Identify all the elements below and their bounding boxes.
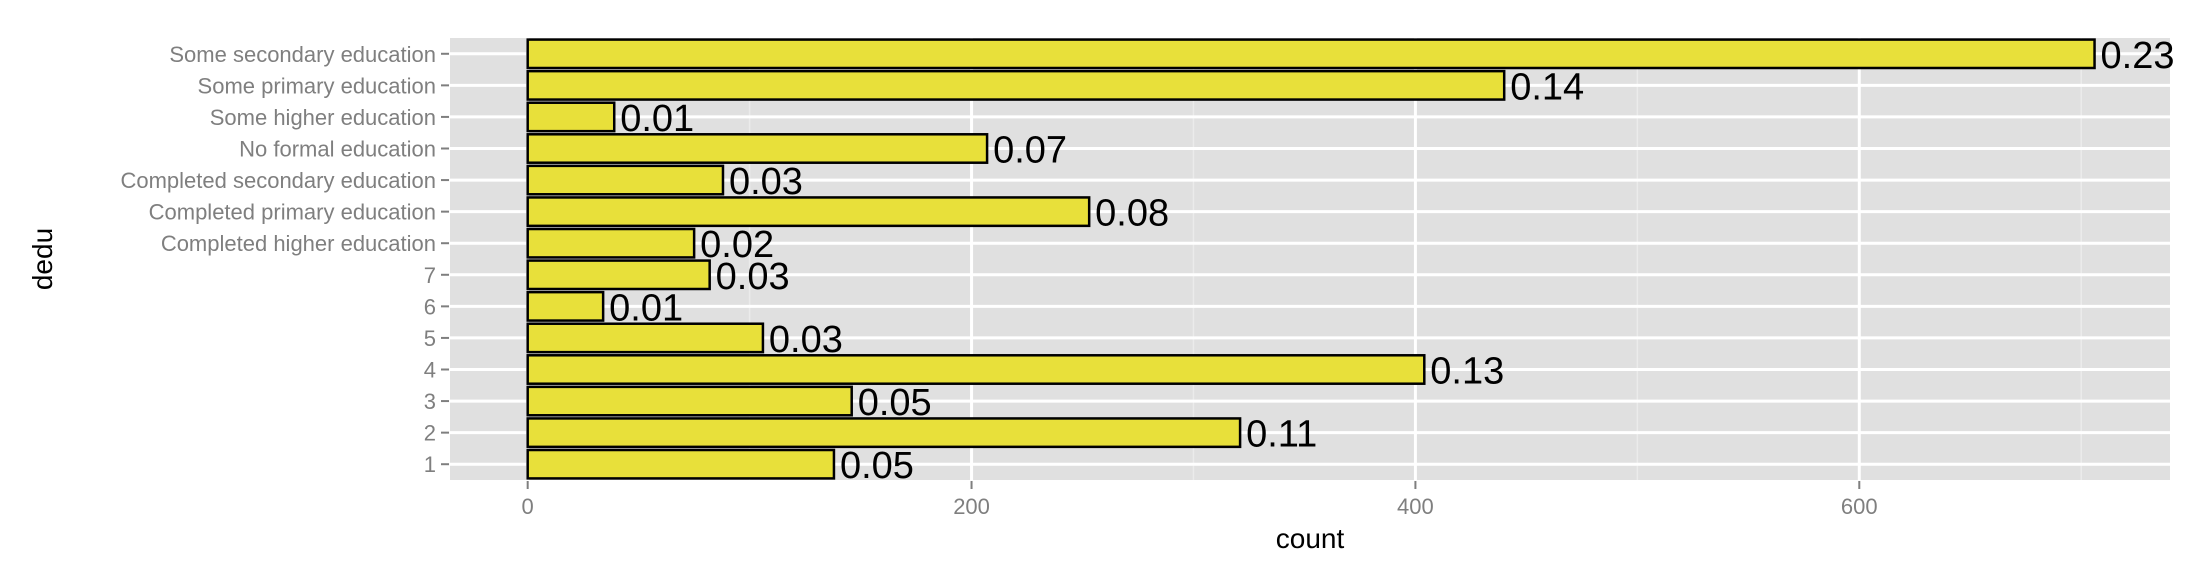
bar-data-label: 0.08 <box>1095 193 1169 235</box>
bar-data-label: 0.07 <box>993 130 1067 172</box>
bar <box>526 133 989 164</box>
bar-data-label: 0.23 <box>2101 35 2175 77</box>
bar <box>526 354 1426 385</box>
x-tick-label: 600 <box>1841 494 1878 519</box>
y-tick-label: 7 <box>424 263 436 288</box>
bar <box>526 196 1091 228</box>
x-tick-label: 200 <box>953 494 990 519</box>
y-tick-label: 1 <box>424 452 436 477</box>
bar-data-label: 0.05 <box>840 445 914 487</box>
bar-data-label: 0.14 <box>1510 66 1584 108</box>
bar <box>526 290 605 322</box>
bar-data-label: 0.03 <box>769 319 843 361</box>
y-tick-label: Completed higher education <box>161 231 436 256</box>
bar-data-label: 0.01 <box>609 287 683 329</box>
bar-data-label: 0.02 <box>700 224 774 266</box>
bar <box>526 448 836 480</box>
bar <box>526 101 616 133</box>
bar <box>526 259 711 291</box>
y-tick-label: Completed primary education <box>149 200 436 225</box>
bar-data-label: 0.13 <box>1430 351 1504 393</box>
y-tick-label: 6 <box>424 294 436 319</box>
bar-data-label: 0.05 <box>858 382 932 424</box>
y-tick-label: Completed secondary education <box>120 168 436 193</box>
y-tick-label: 2 <box>424 421 436 446</box>
y-tick-label: Some secondary education <box>169 42 436 67</box>
x-tick-label: 400 <box>1397 494 1434 519</box>
bar <box>526 227 696 259</box>
bar <box>526 385 853 417</box>
bar <box>526 38 2096 70</box>
y-tick-label: 4 <box>424 358 436 383</box>
y-tick-label: 3 <box>424 389 436 414</box>
y-axis-title: dedu <box>27 228 58 290</box>
bar <box>526 164 725 196</box>
bar-data-label: 0.03 <box>716 256 790 298</box>
bar-data-label: 0.03 <box>729 161 803 203</box>
x-axis-title: count <box>1276 523 1345 554</box>
y-tick-label: Some primary education <box>198 73 436 98</box>
bar <box>526 417 1242 449</box>
y-tick-label: Some higher education <box>210 105 436 130</box>
y-tick-label: 5 <box>424 326 436 351</box>
x-tick-label: 0 <box>522 494 534 519</box>
bar <box>526 69 1506 101</box>
bar <box>526 322 765 354</box>
bar-data-label: 0.01 <box>620 98 694 140</box>
bar-data-label: 0.11 <box>1246 414 1317 456</box>
y-tick-label: No formal education <box>239 137 436 162</box>
